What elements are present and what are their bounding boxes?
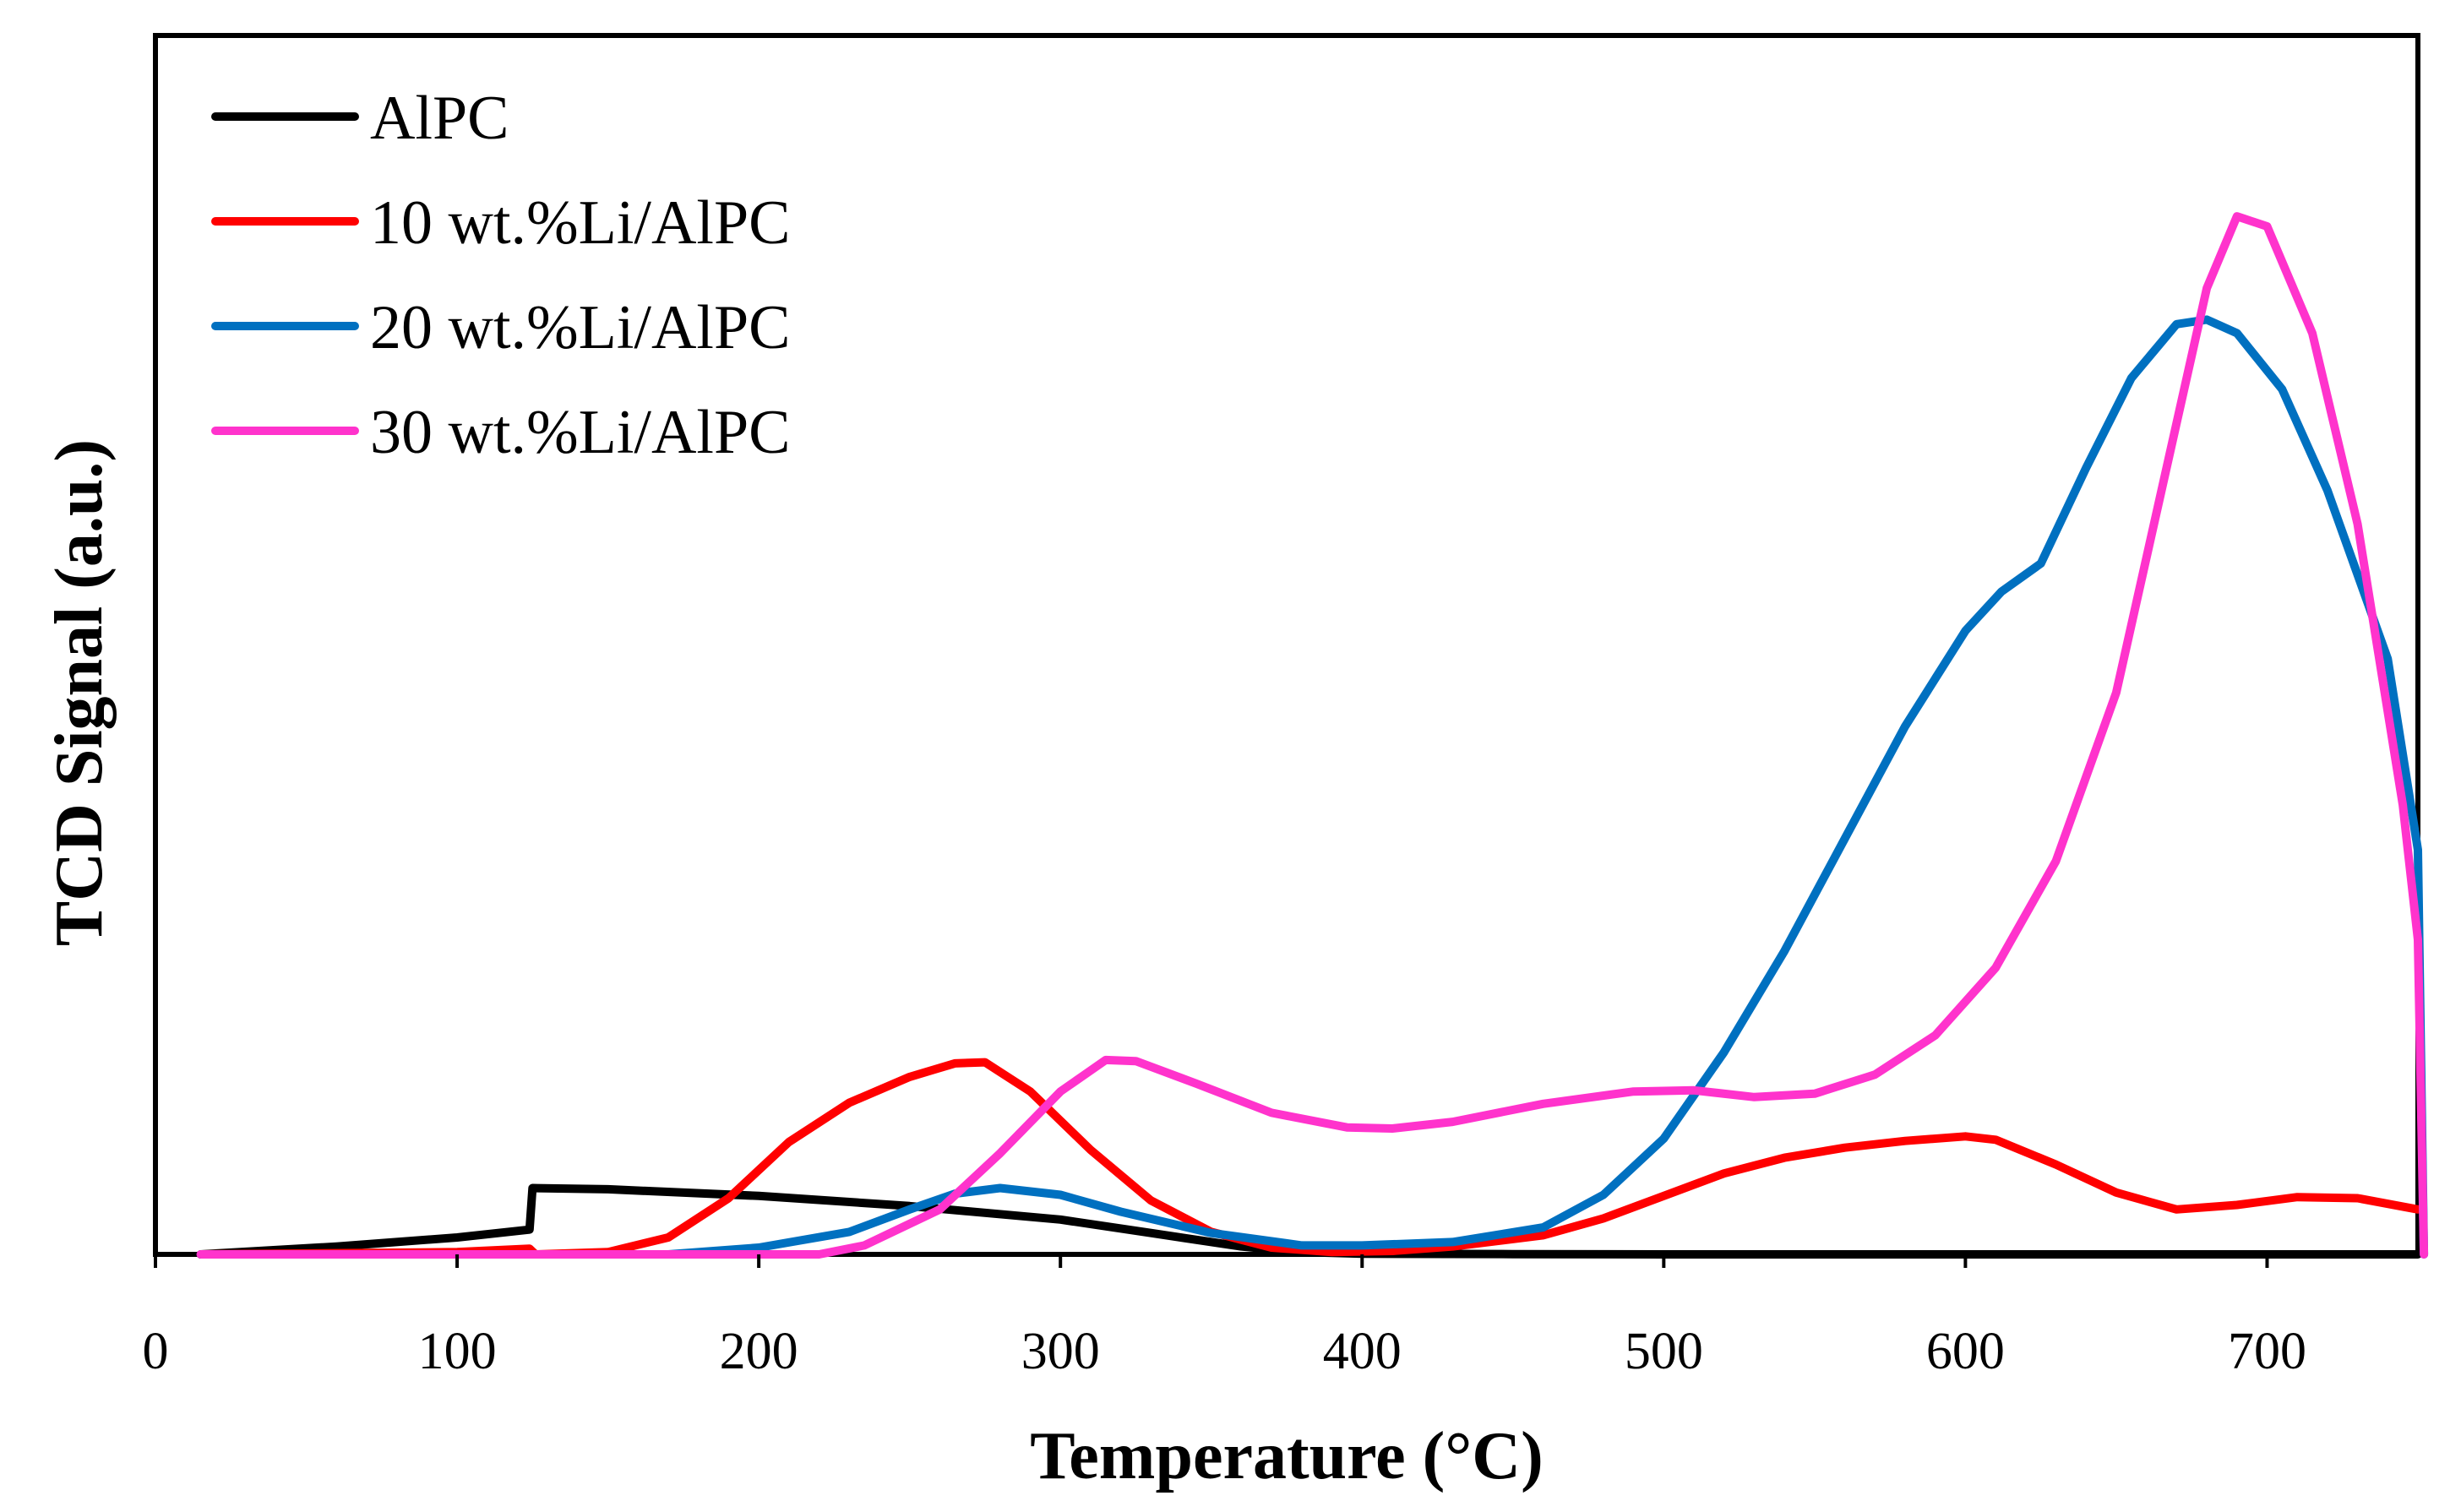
legend-label-2: 10 wt.%Li/AlPC bbox=[370, 188, 790, 258]
x-tick-label: 500 bbox=[1625, 1323, 1703, 1380]
x-axis-title: Temperature (°C) bbox=[1030, 1419, 1543, 1493]
y-axis-title: TCD Signal (a.u.) bbox=[42, 439, 117, 946]
series-group bbox=[196, 212, 2429, 1259]
x-tick-label: 300 bbox=[1021, 1323, 1100, 1380]
series-line-2 bbox=[196, 1058, 2422, 1259]
x-tick-label: 700 bbox=[2228, 1323, 2306, 1380]
x-tick-label: 400 bbox=[1323, 1323, 1402, 1380]
x-tick-label: 0 bbox=[143, 1323, 169, 1380]
series-line-3 bbox=[196, 315, 2429, 1259]
legend-label-3: 20 wt.%Li/AlPC bbox=[370, 293, 790, 362]
legend: AlPC 10 wt.%Li/AlPC 20 wt.%Li/AlPC 30 wt.%L… bbox=[211, 84, 790, 467]
x-ticks: 0 100 200 300 400 500 600 700 bbox=[143, 1254, 2306, 1380]
x-tick-label: 200 bbox=[720, 1323, 798, 1380]
legend-label-1: AlPC bbox=[370, 84, 509, 153]
x-tick-label: 100 bbox=[418, 1323, 497, 1380]
legend-label-4: 30 wt.%Li/AlPC bbox=[370, 398, 790, 467]
series-line-1 bbox=[196, 1183, 2422, 1259]
x-tick-label: 600 bbox=[1926, 1323, 2005, 1380]
series-line-4 bbox=[196, 212, 2429, 1259]
